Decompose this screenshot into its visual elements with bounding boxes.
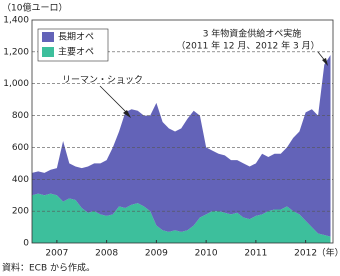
x-tick-label: 2007 [45,249,68,259]
x-tick-label: 2008 [95,249,118,259]
y-tick-label: 400 [12,175,29,185]
arrow-head [322,58,328,66]
x-tick-label: 2012 [294,249,317,259]
y-tick-label: 200 [12,207,29,217]
arrow-head [123,110,131,118]
x-tick-label: 2009 [145,249,168,259]
y-tick-label: 800 [12,111,29,121]
x-tick-label: 2011 [244,249,267,259]
y-tick-label: 0 [23,239,29,249]
annotation: 3 年物資金供給オペ実施 [203,28,302,40]
annotation-arrow [99,85,129,115]
annotation: （2011 年 12 月、2012 年 3 月） [176,40,319,52]
y-tick-label: 1,200 [3,47,29,57]
x-axis-unit: （年） [317,247,340,259]
legend-label: 主要オペ [58,46,94,58]
y-tick-label: 600 [12,143,29,153]
legend-swatch [42,47,54,57]
y-axis-label: （10億ユーロ） [2,2,67,14]
y-tick-label: 1,000 [3,79,29,89]
y-tick-label: 1,400 [3,16,29,26]
legend-swatch [42,32,54,42]
area [32,193,331,243]
area [32,55,331,237]
plot-frame [31,19,334,244]
x-tick-label: 2010 [195,249,218,259]
annotation: リーマン・ショック [62,75,143,86]
source: 資料：ECB から作成。 [2,262,95,274]
legend-label: 長期オペ [58,32,94,43]
